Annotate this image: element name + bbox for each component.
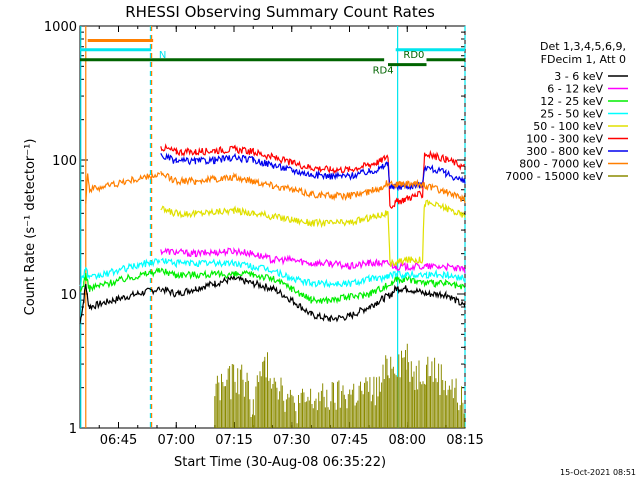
- chart-title: RHESSI Observing Summary Count Rates: [125, 3, 435, 21]
- series-line: [79, 257, 466, 289]
- series-line: [160, 143, 466, 209]
- y-tick-label: 1: [69, 422, 77, 437]
- flag-annotation: RD0: [403, 50, 424, 61]
- flag-annotation: N: [159, 50, 166, 61]
- legend-label: 12 - 25 keV: [540, 95, 603, 108]
- x-tick-label: 07:00: [158, 433, 195, 448]
- legend-label: 800 - 7000 keV: [519, 158, 603, 171]
- x-tick-label: 07:30: [273, 433, 310, 448]
- legend-label: 7000 - 15000 keV: [505, 170, 603, 183]
- y-tick-label: 100: [52, 154, 77, 169]
- x-tick-label: 07:15: [215, 433, 252, 448]
- series-line: [85, 171, 466, 204]
- series-line: [160, 152, 466, 192]
- series-line: [79, 275, 466, 324]
- series-line: [160, 199, 466, 267]
- x-tick-label: 07:45: [331, 433, 368, 448]
- legend-label: 100 - 300 keV: [526, 133, 603, 146]
- footer-timestamp: 15-Oct-2021 08:51: [560, 468, 636, 477]
- series-line: [214, 343, 465, 428]
- legend-label: 300 - 800 keV: [526, 145, 603, 158]
- legend-label: 25 - 50 keV: [540, 108, 603, 121]
- y-tick-label: 1000: [44, 20, 77, 35]
- x-tick-label: 08:15: [446, 433, 483, 448]
- series-line: [160, 246, 466, 274]
- legend-header: FDecim 1, Att 0: [541, 53, 626, 66]
- legend-label: 6 - 12 keV: [547, 83, 603, 96]
- y-axis-label: Count Rate (s⁻¹ detector⁻¹): [23, 139, 38, 316]
- series-line: [79, 267, 466, 305]
- legend-label: 50 - 100 keV: [533, 120, 603, 133]
- x-axis-label: Start Time (30-Aug-08 06:35:22): [174, 455, 386, 470]
- flag-annotation: RD4: [373, 65, 394, 76]
- x-tick-label: 08:00: [389, 433, 426, 448]
- legend-header: Det 1,3,4,5,6,9,: [540, 40, 626, 53]
- y-tick-label: 10: [60, 288, 77, 303]
- legend-label: 3 - 6 keV: [554, 70, 603, 83]
- x-tick-label: 06:45: [100, 433, 137, 448]
